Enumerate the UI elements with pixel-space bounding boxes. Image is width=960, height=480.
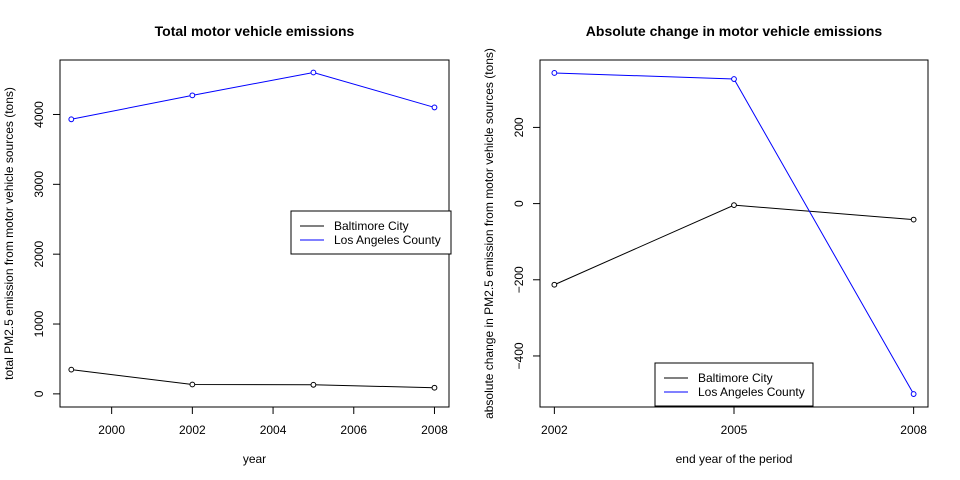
x-axis-label: end year of the period <box>676 452 793 466</box>
x-tick-label: 2005 <box>721 423 748 437</box>
y-axis-label: total PM2.5 emission from motor vehicle … <box>2 87 16 380</box>
data-point <box>431 384 438 391</box>
y-tick-label: 0 <box>32 390 46 397</box>
data-point <box>731 202 737 209</box>
legend-entry: Baltimore City <box>698 371 773 385</box>
y-tick-label: −200 <box>512 266 526 293</box>
data-point <box>910 216 917 223</box>
y-tick-label: 2000 <box>32 241 46 268</box>
data-point <box>910 391 917 397</box>
data-point <box>731 76 737 82</box>
y-tick-label: −400 <box>512 342 526 369</box>
x-tick-label: 2008 <box>900 423 927 437</box>
x-axis-label: year <box>243 452 266 466</box>
series-line-los-angeles-county <box>554 72 915 395</box>
data-point <box>189 381 196 388</box>
legend-box <box>290 210 452 255</box>
legend-box <box>654 362 814 407</box>
data-point <box>551 281 558 288</box>
data-point <box>310 69 317 76</box>
x-tick-label: 2008 <box>421 423 448 437</box>
chart-panel-1: Total motor vehicle emissions year total P… <box>2 23 452 466</box>
legend-entry: Los Angeles County <box>334 233 441 247</box>
x-tick-label: 2000 <box>98 423 125 437</box>
data-point <box>431 104 438 111</box>
x-tick-label: 2004 <box>260 423 287 437</box>
series-line-los-angeles-county <box>71 71 435 120</box>
y-axis-label: absolute change in PM2.5 emission from m… <box>482 48 496 419</box>
x-tick-label: 2006 <box>340 423 367 437</box>
x-tick-label: 2002 <box>541 423 568 437</box>
series-line-baltimore-city <box>554 204 914 286</box>
y-tick-label: 0 <box>512 200 526 207</box>
legend-entry: Los Angeles County <box>698 385 805 399</box>
y-tick-label: 1000 <box>32 310 46 337</box>
data-point <box>189 92 196 99</box>
y-tick-label: 200 <box>512 117 526 137</box>
series-line-baltimore-city <box>71 369 435 389</box>
chart-title: Total motor vehicle emissions <box>155 23 355 39</box>
data-point <box>68 366 75 373</box>
x-tick-label: 2002 <box>179 423 206 437</box>
y-tick-label: 3000 <box>32 171 46 198</box>
data-point <box>551 70 558 76</box>
data-point <box>68 116 75 123</box>
chart-panel-2: Absolute change in motor vehicle emissio… <box>482 23 929 466</box>
y-tick-label: 4000 <box>32 101 46 128</box>
data-point <box>310 381 317 388</box>
plot-frame <box>539 59 929 408</box>
chart-title: Absolute change in motor vehicle emissio… <box>586 23 883 39</box>
legend-entry: Baltimore City <box>334 219 409 233</box>
